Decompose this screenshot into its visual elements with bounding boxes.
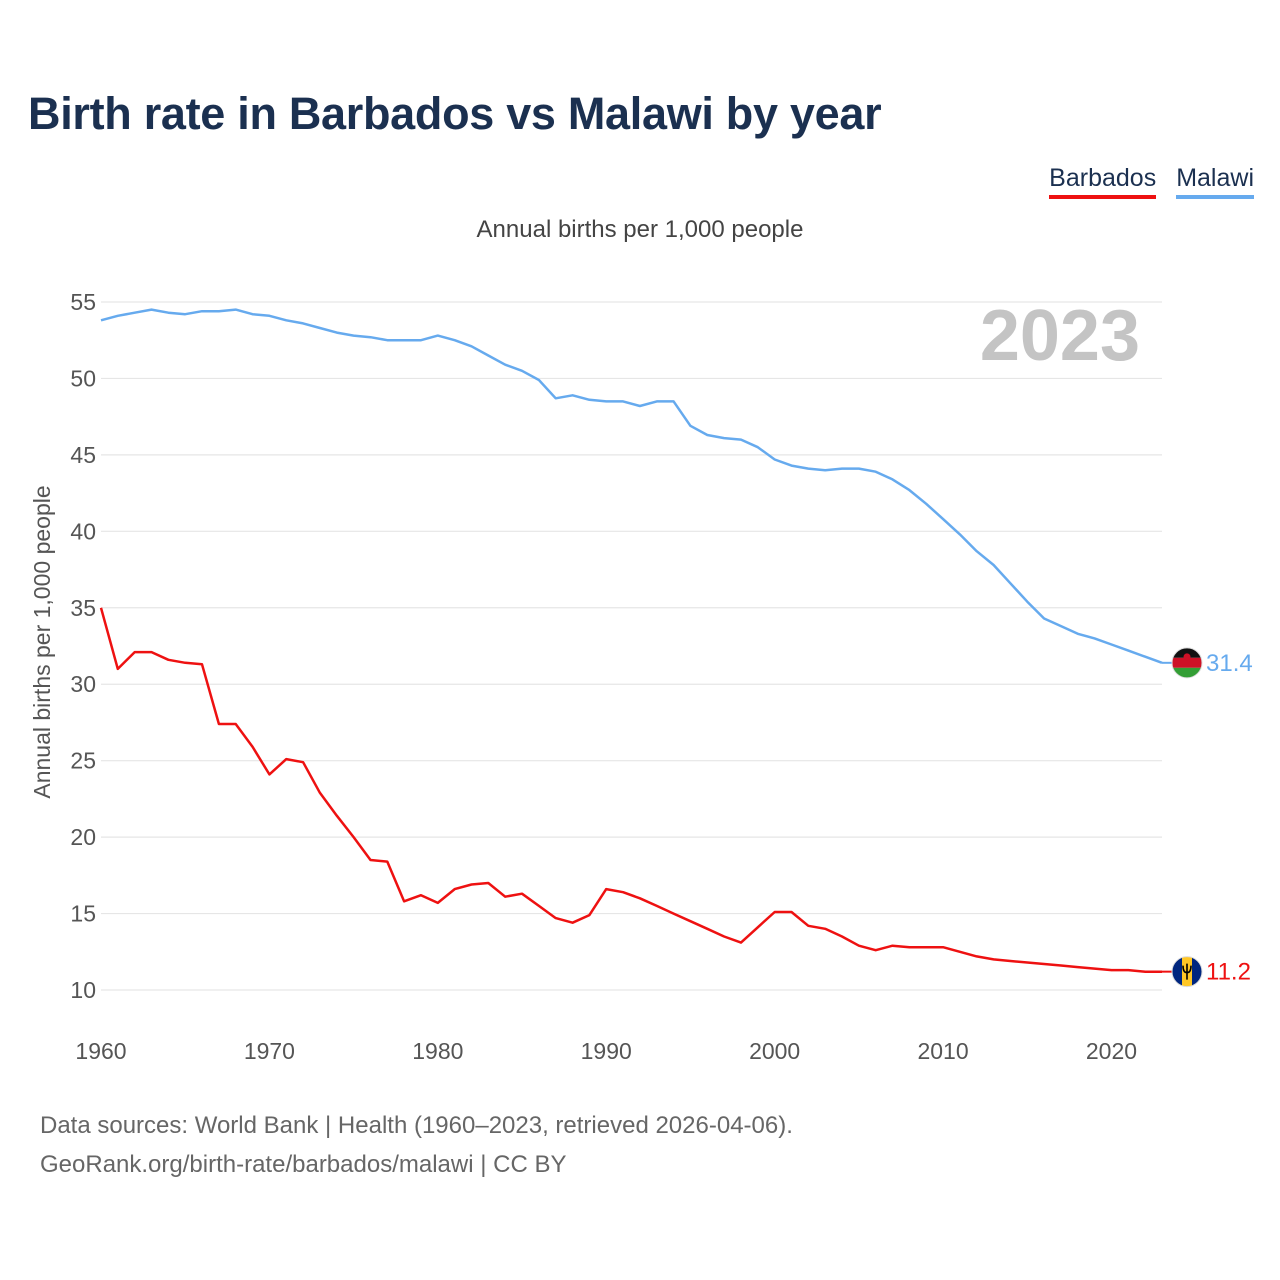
- chart-title: Birth rate in Barbados vs Malawi by year: [28, 88, 882, 139]
- x-tick-label: 1960: [75, 1038, 126, 1064]
- legend-item-malawi[interactable]: Malawi: [1176, 164, 1254, 199]
- barbados-flag-icon: [1171, 956, 1203, 988]
- series-line-malawi[interactable]: [100, 308, 1163, 664]
- year-watermark: 2023: [980, 296, 1140, 376]
- x-tick-label: 1980: [412, 1038, 463, 1064]
- footer: Data sources: World Bank | Health (1960–…: [40, 1106, 793, 1184]
- malawi-flag-icon: [1171, 647, 1203, 679]
- end-markers: 11.2 31.4: [1162, 647, 1253, 988]
- y-tick-label: 50: [70, 365, 96, 391]
- y-tick-label: 20: [70, 824, 96, 850]
- footer-link[interactable]: GeoRank.org/birth-rate/barbados/malawi |…: [40, 1151, 567, 1178]
- footer-source: Data sources: World Bank | Health (1960–…: [40, 1112, 793, 1139]
- y-tick-label: 40: [70, 518, 96, 544]
- y-tick-label: 35: [70, 595, 96, 621]
- gridlines: [101, 301, 1162, 991]
- line-chart: 10 15 20 25 30 35 40 45 50 55 1960 1970 1980 1990 200…: [29, 289, 1253, 1064]
- x-tick-label: 2020: [1086, 1038, 1137, 1064]
- series-lines: [99, 308, 1163, 973]
- end-value-label-malawi: 31.4: [1206, 650, 1253, 677]
- y-tick-label: 55: [70, 289, 96, 315]
- y-tick-label: 30: [70, 671, 96, 697]
- y-axis-ticks: 10 15 20 25 30 35 40 45 50 55: [70, 289, 96, 1003]
- x-tick-label: 2010: [917, 1038, 968, 1064]
- y-tick-label: 25: [70, 748, 96, 774]
- x-tick-label: 2000: [749, 1038, 800, 1064]
- series-line-barbados[interactable]: [99, 607, 1162, 973]
- x-axis-ticks: 1960 1970 1980 1990 2000 2010 2020: [75, 1038, 1137, 1064]
- legend-item-barbados[interactable]: Barbados: [1049, 164, 1157, 199]
- y-tick-label: 15: [70, 901, 96, 927]
- y-tick-label: 10: [70, 977, 96, 1003]
- chart-subtitle: Annual births per 1,000 people: [476, 216, 804, 243]
- x-tick-label: 1990: [581, 1038, 632, 1064]
- y-tick-label: 45: [70, 442, 96, 468]
- end-value-label-barbados: 11.2: [1206, 959, 1251, 986]
- legend: Barbados Malawi: [1049, 164, 1254, 199]
- x-tick-label: 1970: [244, 1038, 295, 1064]
- y-axis-label: Annual births per 1,000 people: [29, 485, 55, 798]
